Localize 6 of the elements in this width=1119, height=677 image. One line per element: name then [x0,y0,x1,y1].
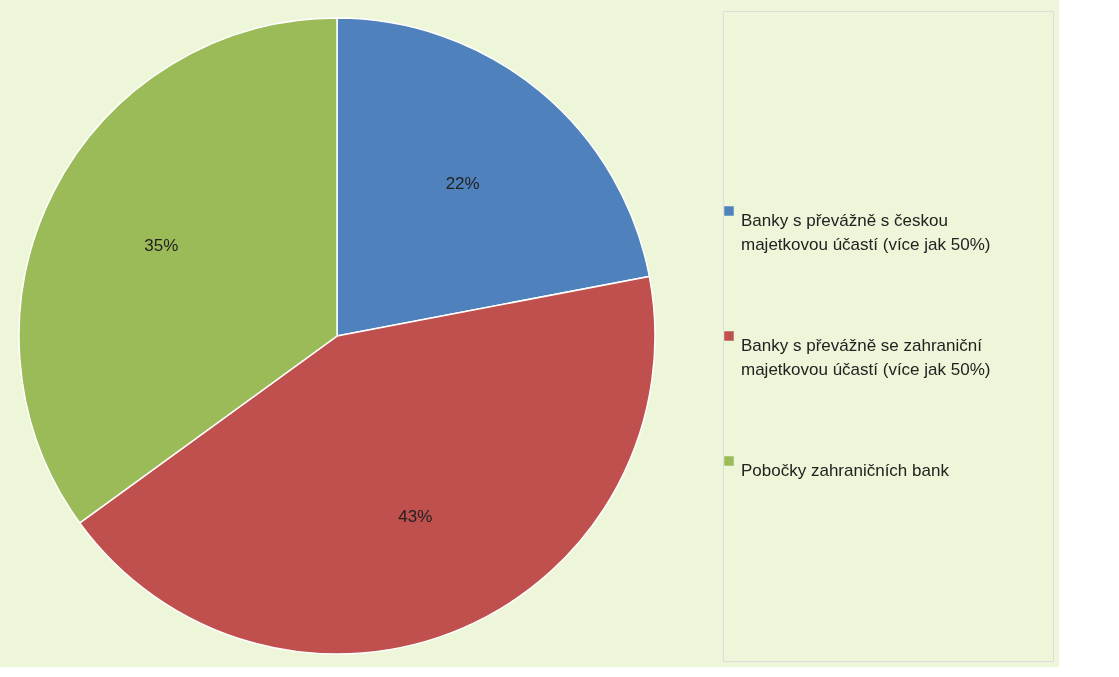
data-label: 43% [398,506,433,526]
data-label: 22% [445,174,480,194]
data-label: 35% [144,236,179,256]
legend-label: Banky s převážně se zahraniční majetkovou účastí (více jak 50%) [741,336,991,379]
legend-label: Pobočky zahraničních bank [741,461,950,480]
legend-label: Banky s převážně s českou majetkovou účastí (více jak 50%) [741,211,991,254]
